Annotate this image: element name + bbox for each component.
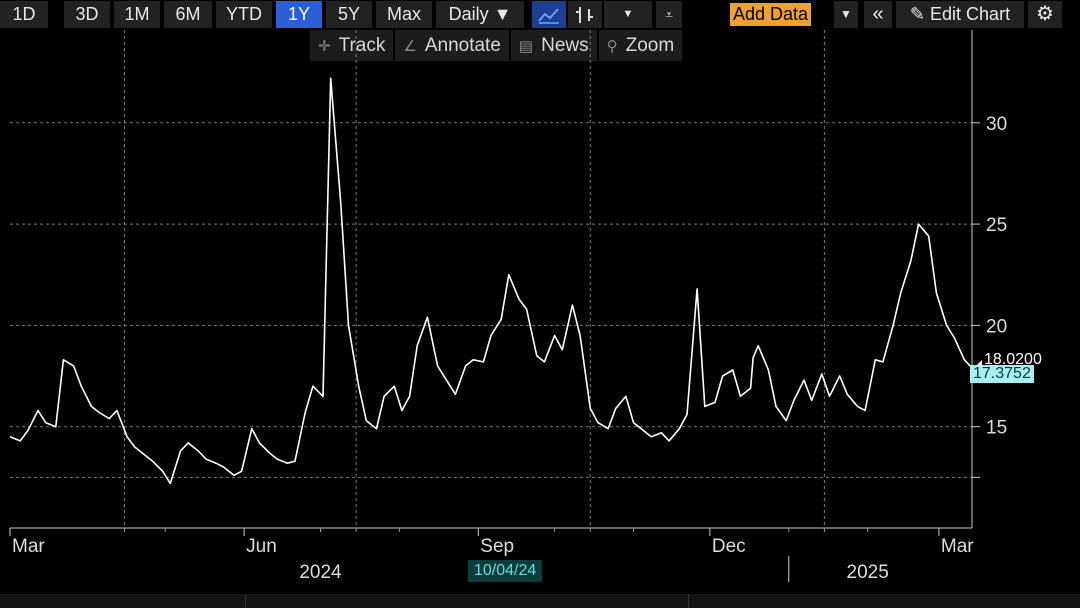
divider	[688, 594, 689, 608]
edit-chart-label: Edit Chart	[930, 4, 1011, 24]
gear-icon: ⚙	[1036, 3, 1054, 25]
last-price-tag: 18.0200	[982, 351, 1044, 369]
add-data-button[interactable]: Add Data	[730, 3, 812, 26]
range-1y-button[interactable]: 1Y	[276, 1, 322, 28]
chart-tools-bar: ✛ Track ∠ Annotate ▤ News ⚲ Zoom	[310, 30, 684, 61]
line-chart-icon	[538, 8, 559, 24]
bar-chart-type-button[interactable]	[568, 1, 602, 28]
toolbar: 1D 3D 1M 6M YTD 1Y 5Y Max Daily ▼ ▼ ⩡ Ad…	[0, 0, 1080, 29]
range-1d-button[interactable]: 1D	[0, 1, 48, 28]
track-button[interactable]: ✛ Track	[310, 30, 394, 61]
axes	[9, 30, 982, 582]
collapse-button[interactable]: «	[864, 1, 892, 28]
pencil-icon: ✎	[909, 4, 926, 24]
x-tick-label: Jun	[246, 536, 277, 557]
range-3d-button[interactable]: 3D	[64, 1, 110, 28]
range-max-button[interactable]: Max	[376, 1, 432, 28]
magnifier-icon: ⚲	[606, 38, 618, 55]
news-icon: ▤	[518, 38, 534, 55]
range-ytd-button[interactable]: YTD	[216, 1, 272, 28]
add-data-dropdown[interactable]: ▼	[834, 1, 858, 28]
news-label: News	[541, 35, 589, 56]
year-label: 2024	[299, 562, 342, 583]
dropdown-icon: ⩡	[665, 7, 673, 22]
crosshair-icon: ✛	[318, 38, 331, 55]
range-1m-button[interactable]: 1M	[114, 1, 160, 28]
annotate-button[interactable]: ∠ Annotate	[395, 30, 509, 61]
range-6m-button[interactable]: 6M	[164, 1, 212, 28]
line-chart-type-button[interactable]	[532, 1, 566, 28]
series-layer	[9, 77, 973, 485]
bottom-strip	[0, 594, 1080, 608]
ohlc-bars-icon	[576, 7, 593, 24]
track-label: Track	[338, 35, 386, 56]
x-tick-label: Dec	[712, 536, 746, 557]
y-tick-label: 20	[986, 316, 1007, 337]
x-tick-label: Mar	[12, 536, 45, 557]
y-tick-label: 15	[986, 418, 1007, 439]
series-line	[9, 77, 973, 485]
double-chevron-left-icon: «	[872, 3, 884, 25]
annotate-label: Annotate	[424, 35, 501, 56]
crosshair-date-tag: 10/04/24	[468, 560, 543, 582]
zoom-label: Zoom	[625, 35, 675, 56]
chevron-down-icon: ▼	[840, 7, 852, 21]
indicators-dropdown[interactable]: ⩡	[656, 1, 682, 28]
grid	[10, 30, 972, 528]
edit-chart-button[interactable]: ✎ Edit Chart	[896, 1, 1024, 28]
interval-dropdown[interactable]: Daily ▼	[436, 1, 524, 28]
year-label: 2025	[847, 562, 889, 583]
cursor-price-tag: 17.3752	[970, 365, 1034, 383]
divider	[245, 594, 246, 608]
x-tick-label: Mar	[941, 536, 974, 557]
zoom-button[interactable]: ⚲ Zoom	[598, 30, 683, 61]
x-tick-label: Sep	[480, 536, 514, 557]
chart-type-dropdown[interactable]: ▼	[604, 1, 652, 28]
settings-button[interactable]: ⚙	[1028, 1, 1062, 28]
range-5y-button[interactable]: 5Y	[326, 1, 372, 28]
y-tick-label: 25	[986, 215, 1007, 236]
news-button[interactable]: ▤ News	[510, 30, 597, 61]
y-tick-label: 30	[986, 114, 1007, 135]
pencil-icon: ∠	[403, 38, 417, 55]
